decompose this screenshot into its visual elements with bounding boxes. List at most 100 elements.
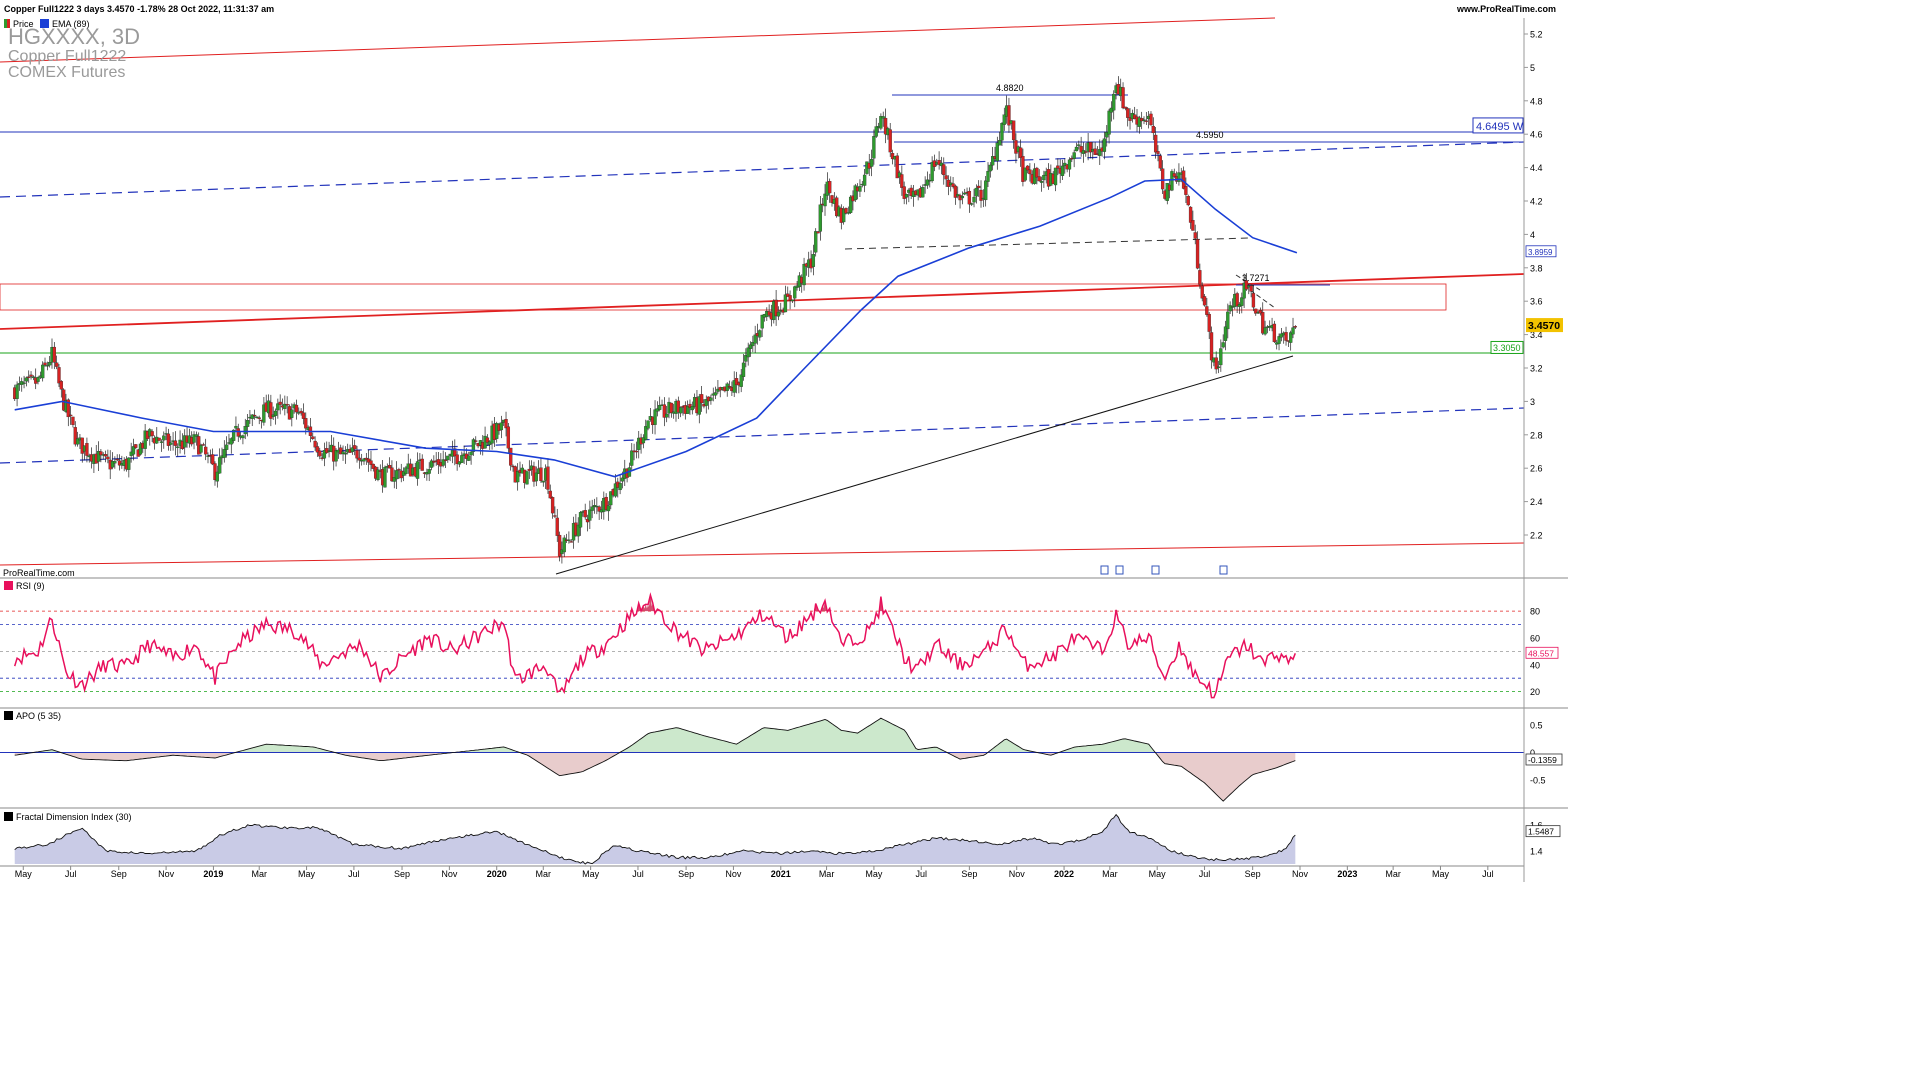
candle-body: [350, 447, 355, 453]
price-pane[interactable]: 4.8820 4.5950 4.6495 W 3.7271 3.3050 5.2 5 4.8…: [0, 17, 1568, 579]
candle-body: [31, 376, 36, 378]
candle-body: [858, 186, 862, 192]
site-credit[interactable]: www.ProRealTime.com: [1456, 4, 1556, 14]
ema-89-line: [14, 178, 1298, 478]
weekly-level-label: 4.6495 W: [1476, 121, 1524, 133]
candle-body: [751, 342, 755, 347]
event-icons[interactable]: [1100, 565, 1228, 575]
candle-body: [441, 459, 445, 466]
candle-body: [1144, 120, 1148, 122]
event-icon[interactable]: [1115, 565, 1124, 575]
event-icon[interactable]: [1219, 565, 1228, 575]
fdi-title: Fractal Dimension Index (30): [16, 812, 132, 822]
apo-pane[interactable]: 0.5 0 -0.5 -0.1359 APO (5 35): [0, 711, 1568, 809]
candle-body: [790, 299, 795, 302]
candle-body: [1158, 155, 1162, 169]
candle-body: [318, 450, 322, 457]
candle-body: [1216, 366, 1221, 368]
time-tick-label: Sep: [394, 869, 410, 879]
candle-body: [504, 418, 508, 429]
time-tick-label: Nov: [158, 869, 175, 879]
candle-body: [255, 416, 259, 419]
fdi-axis: 1.61.41.5487: [1525, 821, 1561, 857]
event-icon[interactable]: [1100, 565, 1109, 575]
candle-body: [443, 459, 448, 461]
time-tick-label: May: [1432, 869, 1450, 879]
candle-body: [814, 231, 818, 253]
time-tick-label: May: [582, 869, 600, 879]
candle-body: [690, 406, 694, 411]
candle-body: [68, 414, 73, 417]
candle-body: [1214, 357, 1218, 370]
candle-body: [299, 410, 303, 414]
apo-line: [14, 717, 1296, 802]
candle-body: [620, 477, 625, 482]
candle-body: [22, 382, 26, 384]
time-tick-label: Jul: [1482, 869, 1494, 879]
support-level-box: [1490, 340, 1524, 354]
apo-positive-fill: [14, 718, 1296, 753]
candle-body: [1221, 342, 1225, 348]
candle-body: [1277, 336, 1281, 344]
price-tick-label: 2.6: [1530, 464, 1543, 474]
candle-body: [974, 187, 979, 197]
candle-body: [988, 164, 992, 172]
trend-line: [1235, 274, 1261, 291]
candle-body: [604, 496, 608, 510]
candle-body: [1126, 108, 1130, 118]
time-tick-label: 2020: [487, 869, 507, 879]
candle-body: [222, 449, 226, 458]
candle-body: [383, 467, 387, 488]
candle-body: [162, 435, 166, 441]
candle-body: [201, 444, 205, 446]
time-tick-label: Jul: [348, 869, 360, 879]
apo-last-badge: [1525, 753, 1563, 766]
candle-body: [1272, 323, 1277, 343]
candle-body: [609, 491, 613, 506]
candle-body: [783, 294, 788, 313]
candle-body: [429, 460, 434, 468]
price-legend-label: Price: [13, 19, 34, 29]
candle-body: [467, 455, 471, 461]
candle-body: [269, 402, 273, 419]
candle-body: [1235, 293, 1239, 307]
event-icon[interactable]: [1151, 565, 1160, 575]
candle-body: [1244, 280, 1249, 290]
candle-body: [24, 377, 29, 382]
candle-body: [902, 186, 906, 199]
candle-body: [883, 117, 888, 135]
candle-body: [213, 463, 217, 481]
chart-canvas[interactable]: 4.8820 4.5950 4.6495 W 3.7271 3.3050 5.2 5 4.8…: [0, 0, 1568, 882]
time-tick-label: Sep: [111, 869, 127, 879]
candle-body: [143, 430, 147, 449]
ema-price-badge-label: 3.8959: [1528, 248, 1553, 257]
apo-tick-label: -0.5: [1530, 776, 1546, 786]
instrument-info: Copper Full1222 3 days 3.4570 -1.78% 28 …: [4, 4, 275, 14]
candle-body: [963, 192, 967, 195]
candle-body: [1011, 120, 1016, 141]
rsi-tick-label: 40: [1530, 660, 1540, 670]
candle-body: [744, 355, 748, 362]
candle-body: [313, 440, 317, 448]
candle-body: [977, 185, 981, 189]
time-axis[interactable]: May Jul Sep Nov 2019 Mar May Jul Sep Nov 2020 Mar Ma…: [15, 866, 1494, 879]
candle-body: [1151, 125, 1155, 134]
candle-body: [1000, 123, 1004, 141]
candle-body: [997, 140, 1002, 146]
fdi-pane[interactable]: 1.61.41.5487 Fractal Dimension Index (30…: [4, 812, 1561, 865]
fdi-line: [14, 813, 1296, 865]
candle-body: [199, 445, 203, 453]
candle-body: [173, 440, 178, 446]
candle-body: [453, 448, 457, 457]
candle-body: [211, 454, 215, 465]
candle-body: [658, 405, 662, 410]
candle-body: [1093, 148, 1097, 155]
candle-body: [294, 404, 299, 413]
candle-body: [127, 457, 131, 470]
candle-body: [304, 418, 308, 429]
price-tick-label: 4.8: [1530, 96, 1543, 106]
rsi-pane[interactable]: 80 60 40 20 48.557 RSI (9): [0, 581, 1568, 709]
candle-body: [131, 446, 136, 455]
candle-body: [469, 451, 473, 456]
candle-body: [1219, 348, 1223, 366]
